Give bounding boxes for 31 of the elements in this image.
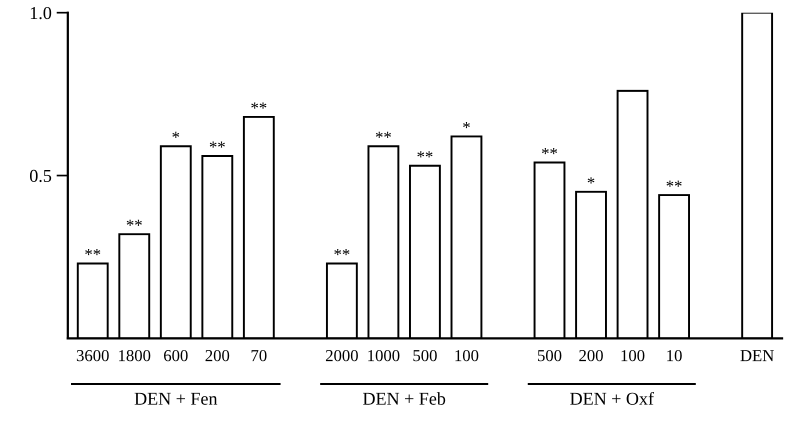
data-label: **: [417, 151, 432, 158]
y-tick-label: 1.0: [30, 6, 52, 20]
data-label: *: [172, 132, 180, 138]
text: DEN + Oxf: [570, 392, 654, 405]
x-tick-label: 100: [622, 350, 644, 362]
x-tick-label: 70: [252, 350, 267, 362]
data-label: *: [588, 177, 594, 184]
text: DEN + Fen: [134, 392, 218, 405]
data-label: **: [251, 102, 266, 109]
data-label: **: [334, 249, 350, 256]
y-tick-label: 0.5: [30, 170, 52, 182]
x-tick-label: 2000: [326, 350, 358, 362]
x-tick-label: DEN: [740, 350, 774, 362]
x-tick-label: 1800: [119, 350, 150, 362]
x-tick-label: 600: [164, 350, 188, 362]
data-label: **: [210, 142, 225, 148]
data-label: **: [85, 249, 100, 256]
x-tick-label: 200: [579, 350, 603, 362]
x-tick-label: 3600: [76, 350, 109, 362]
x-tick-label: 1000: [368, 350, 400, 362]
x-tick-label: 500: [538, 350, 562, 362]
x-tick-label: 10: [667, 350, 682, 362]
x-tick-label: 200: [206, 350, 230, 362]
data-label: **: [376, 132, 391, 138]
text: DEN + Feb: [362, 392, 446, 405]
x-tick-label: 100: [455, 350, 478, 362]
x-tick-label: 500: [413, 350, 437, 362]
data-label: **: [666, 180, 682, 187]
data-label: **: [542, 148, 558, 154]
data-label: *: [463, 122, 470, 128]
data-label: **: [126, 220, 142, 226]
